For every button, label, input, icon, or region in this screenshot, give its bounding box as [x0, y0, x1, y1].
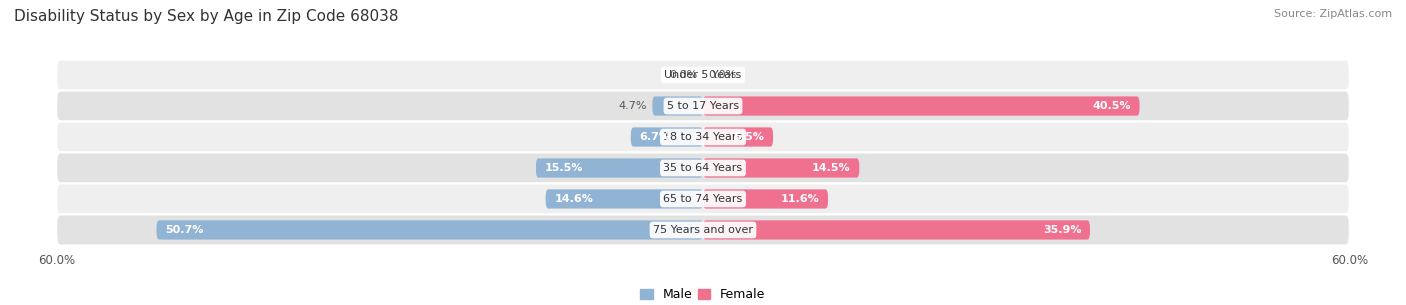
FancyBboxPatch shape — [56, 214, 1350, 246]
Text: 5 to 17 Years: 5 to 17 Years — [666, 101, 740, 111]
Text: Source: ZipAtlas.com: Source: ZipAtlas.com — [1274, 9, 1392, 19]
Text: 0.0%: 0.0% — [709, 70, 737, 80]
FancyBboxPatch shape — [56, 184, 1350, 214]
FancyBboxPatch shape — [156, 220, 703, 239]
FancyBboxPatch shape — [703, 96, 1140, 116]
Text: 0.0%: 0.0% — [669, 70, 697, 80]
FancyBboxPatch shape — [536, 158, 703, 178]
FancyBboxPatch shape — [631, 127, 703, 147]
Text: 50.7%: 50.7% — [165, 225, 204, 235]
Text: Disability Status by Sex by Age in Zip Code 68038: Disability Status by Sex by Age in Zip C… — [14, 9, 398, 24]
FancyBboxPatch shape — [56, 59, 1350, 91]
Text: 6.5%: 6.5% — [734, 132, 765, 142]
FancyBboxPatch shape — [703, 158, 859, 178]
FancyBboxPatch shape — [546, 189, 703, 209]
Text: 65 to 74 Years: 65 to 74 Years — [664, 194, 742, 204]
Text: 35 to 64 Years: 35 to 64 Years — [664, 163, 742, 173]
FancyBboxPatch shape — [703, 220, 1090, 239]
Text: Under 5 Years: Under 5 Years — [665, 70, 741, 80]
FancyBboxPatch shape — [703, 127, 773, 147]
Text: 35.9%: 35.9% — [1043, 225, 1081, 235]
FancyBboxPatch shape — [56, 152, 1350, 184]
Text: 6.7%: 6.7% — [640, 132, 671, 142]
Text: 40.5%: 40.5% — [1092, 101, 1130, 111]
FancyBboxPatch shape — [703, 189, 828, 209]
FancyBboxPatch shape — [56, 121, 1350, 152]
FancyBboxPatch shape — [652, 96, 703, 116]
Text: 14.5%: 14.5% — [813, 163, 851, 173]
Text: 14.6%: 14.6% — [554, 194, 593, 204]
Text: 4.7%: 4.7% — [619, 101, 647, 111]
Text: 15.5%: 15.5% — [544, 163, 583, 173]
Text: 18 to 34 Years: 18 to 34 Years — [664, 132, 742, 142]
Text: 75 Years and over: 75 Years and over — [652, 225, 754, 235]
FancyBboxPatch shape — [56, 91, 1350, 121]
Text: 11.6%: 11.6% — [780, 194, 820, 204]
Legend: Male, Female: Male, Female — [636, 283, 770, 305]
